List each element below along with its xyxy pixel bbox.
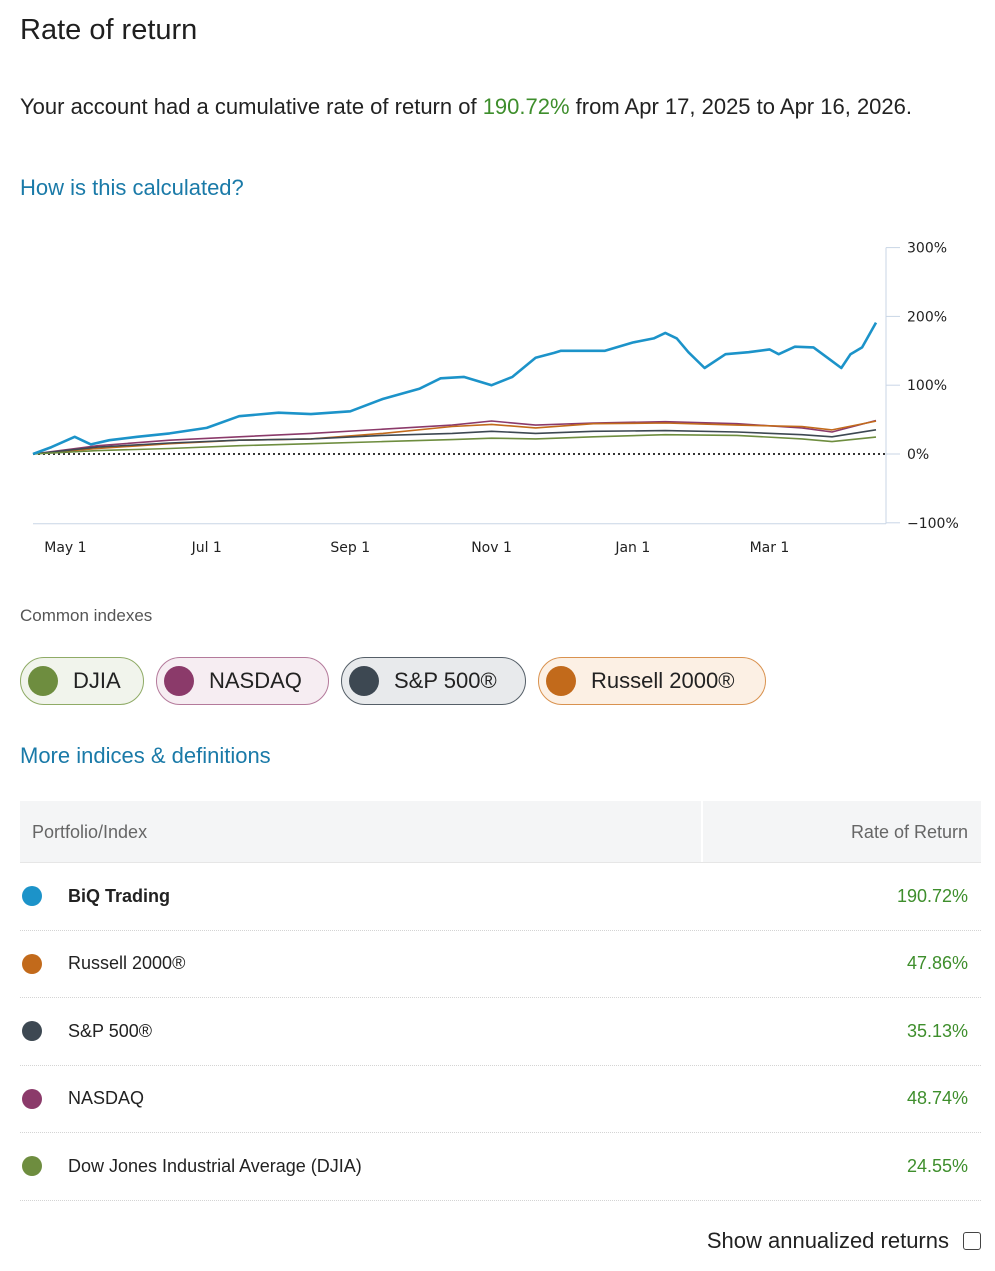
x-tick-label: Sep 1 bbox=[330, 540, 370, 556]
row-return: 48.74% bbox=[906, 1088, 968, 1109]
page-title: Rate of return bbox=[20, 14, 198, 46]
summary-prefix: Your account had a cumulative rate of re… bbox=[20, 94, 483, 119]
annualized-returns-label: Show annualized returns bbox=[706, 1228, 949, 1253]
annualized-returns-checkbox[interactable] bbox=[963, 1232, 981, 1250]
djia-color-dot-icon bbox=[28, 666, 58, 696]
x-tick-label: Jan 1 bbox=[614, 540, 650, 556]
common-indexes-label: Common indexes bbox=[20, 606, 153, 625]
djia-color-dot-icon bbox=[22, 1156, 42, 1177]
table-row: Dow Jones Industrial Average (DJIA) 24.5… bbox=[20, 1133, 981, 1201]
series-line-biq-trading bbox=[32, 321, 878, 456]
russell-2000-pill-label: Russell 2000® bbox=[591, 668, 735, 693]
rate-of-return-chart: 300% 200% 100% 0% −100% May 1 Jul 1 Sep 1 Nov 1 J… bbox=[32, 241, 959, 556]
series-line-s-p-500 bbox=[32, 429, 877, 455]
y-tick-label: 200% bbox=[907, 309, 947, 325]
russell-2000-toggle[interactable]: Russell 2000® bbox=[538, 657, 766, 705]
sp500-color-dot-icon bbox=[22, 1021, 42, 1042]
row-name: Dow Jones Industrial Average (DJIA) bbox=[68, 1155, 362, 1176]
x-tick-label: Nov 1 bbox=[471, 540, 512, 556]
returns-table: Portfolio/Index Rate of Return BiQ Tradi… bbox=[20, 801, 981, 1201]
sp500-color-dot-icon bbox=[349, 666, 379, 696]
biq-trading-color-dot-icon bbox=[22, 886, 42, 907]
rate-of-return-column-header[interactable]: Rate of Return bbox=[850, 822, 968, 842]
table-row: Russell 2000® 47.86% bbox=[20, 931, 981, 998]
row-return: 35.13% bbox=[906, 1020, 968, 1041]
table-row: BiQ Trading 190.72% bbox=[20, 863, 981, 931]
nasdaq-color-dot-icon bbox=[164, 666, 194, 696]
sp500-toggle[interactable]: S&P 500® bbox=[341, 657, 526, 705]
djia-pill-label: DJIA bbox=[73, 668, 121, 693]
more-indices-link[interactable]: More indices & definitions bbox=[20, 743, 271, 768]
russell-2000-color-dot-icon bbox=[546, 666, 576, 696]
series-line-dow-jones-industrial-average-djia bbox=[32, 433, 877, 455]
row-return: 24.55% bbox=[906, 1155, 968, 1176]
how-calculated-link[interactable]: How is this calculated? bbox=[20, 175, 244, 200]
return-summary: Your account had a cumulative rate of re… bbox=[20, 89, 960, 125]
row-name: BiQ Trading bbox=[68, 885, 171, 906]
y-tick-label: 300% bbox=[907, 241, 947, 257]
summary-suffix: from Apr 17, 2025 to Apr 16, 2026. bbox=[569, 94, 912, 119]
table-header: Portfolio/Index Rate of Return bbox=[20, 801, 981, 863]
row-name: Russell 2000® bbox=[68, 953, 186, 974]
djia-toggle[interactable]: DJIA bbox=[20, 657, 144, 705]
russell-2000-color-dot-icon bbox=[22, 953, 42, 974]
cumulative-return-value: 190.72% bbox=[482, 94, 570, 119]
table-row: S&P 500® 35.13% bbox=[20, 998, 981, 1066]
nasdaq-color-dot-icon bbox=[22, 1088, 42, 1109]
y-tick-label: 100% bbox=[907, 378, 947, 394]
row-name: NASDAQ bbox=[68, 1088, 145, 1109]
row-return: 190.72% bbox=[896, 885, 968, 906]
nasdaq-pill-label: NASDAQ bbox=[209, 668, 302, 693]
table-row: NASDAQ 48.74% bbox=[20, 1066, 981, 1133]
row-return: 47.86% bbox=[906, 953, 968, 974]
nasdaq-toggle[interactable]: NASDAQ bbox=[156, 657, 329, 705]
portfolio-index-column-header[interactable]: Portfolio/Index bbox=[20, 801, 703, 862]
x-tick-label: Jul 1 bbox=[191, 540, 222, 556]
x-tick-label: May 1 bbox=[44, 540, 86, 556]
sp500-pill-label: S&P 500® bbox=[394, 668, 497, 693]
annualized-returns-toggle[interactable]: Show annualized returns bbox=[707, 1228, 981, 1254]
y-tick-label: 0% bbox=[907, 447, 929, 463]
y-tick-label: −100% bbox=[907, 516, 959, 532]
row-name: S&P 500® bbox=[68, 1020, 152, 1041]
x-tick-label: Mar 1 bbox=[750, 540, 790, 556]
